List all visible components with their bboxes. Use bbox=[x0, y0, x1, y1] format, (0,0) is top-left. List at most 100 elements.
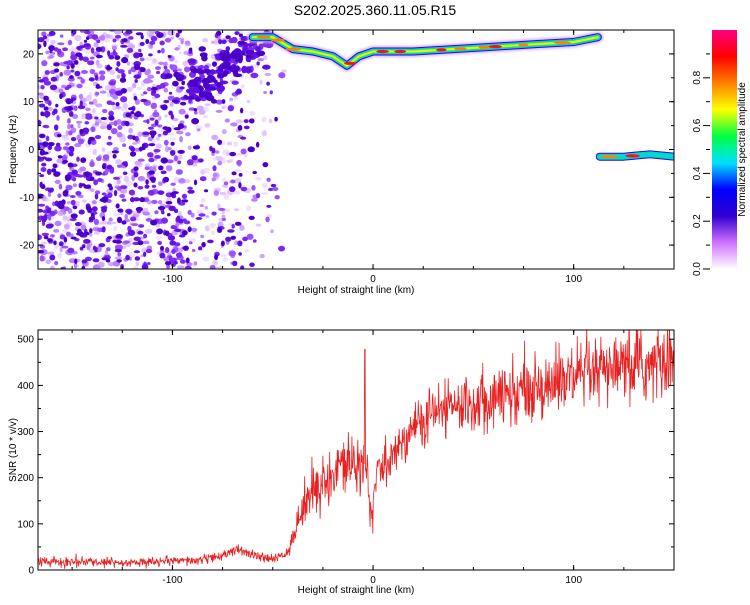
noise-blob bbox=[231, 171, 237, 176]
noise-blob bbox=[144, 57, 153, 61]
noise-blob bbox=[168, 255, 173, 263]
noise-blob bbox=[132, 82, 137, 89]
noise-blob bbox=[49, 54, 54, 59]
noise-blob bbox=[111, 150, 120, 154]
noise-blob bbox=[175, 169, 183, 175]
noise-blob bbox=[116, 216, 123, 224]
noise-blob bbox=[140, 34, 144, 40]
noise-blob bbox=[68, 130, 73, 136]
noise-blob bbox=[64, 174, 72, 181]
noise-blob bbox=[178, 219, 184, 224]
noise-blob bbox=[246, 99, 251, 104]
noise-blob bbox=[229, 151, 236, 157]
noise-blob bbox=[49, 210, 56, 217]
noise-blob bbox=[246, 233, 254, 240]
noise-blob bbox=[163, 256, 169, 262]
noise-blob bbox=[48, 45, 55, 51]
noise-blob bbox=[74, 70, 81, 77]
noise-blob bbox=[100, 46, 106, 53]
noise-blob bbox=[47, 238, 53, 243]
noise-blob bbox=[38, 144, 41, 150]
noise-blob bbox=[128, 189, 136, 196]
ridge-lower-ridge bbox=[594, 148, 674, 163]
noise-blob bbox=[140, 93, 144, 97]
noise-blob bbox=[249, 110, 256, 116]
noise-blob bbox=[63, 69, 72, 76]
noise-blob bbox=[226, 141, 233, 146]
noise-blob bbox=[170, 141, 175, 146]
noise-blob bbox=[133, 166, 139, 172]
noise-blob bbox=[229, 97, 234, 102]
noise-blob bbox=[167, 147, 172, 151]
noise-blob bbox=[53, 68, 60, 73]
noise-blob bbox=[196, 128, 201, 132]
noise-blob bbox=[89, 176, 95, 181]
noise-blob bbox=[150, 177, 156, 183]
noise-blob bbox=[95, 83, 100, 90]
noise-blob bbox=[245, 49, 255, 55]
noise-blob bbox=[134, 79, 138, 84]
noise-blob bbox=[235, 152, 244, 157]
noise-blob bbox=[233, 51, 240, 57]
noise-blob bbox=[133, 95, 138, 101]
noise-blob bbox=[168, 91, 173, 95]
noise-blob bbox=[38, 139, 42, 143]
noise-blob bbox=[170, 182, 176, 186]
y-tick-label: -10 bbox=[20, 193, 35, 204]
noise-blob bbox=[195, 217, 203, 220]
noise-blob bbox=[152, 58, 157, 64]
noise-blob bbox=[144, 184, 150, 189]
noise-blob bbox=[204, 123, 211, 128]
noise-blob bbox=[160, 104, 168, 111]
noise-blob bbox=[97, 178, 103, 183]
noise-blob bbox=[167, 235, 176, 241]
noise-blob bbox=[212, 165, 217, 172]
noise-blob bbox=[92, 98, 98, 105]
noise-blob bbox=[109, 69, 116, 75]
noise-blob bbox=[256, 50, 266, 57]
noise-blob bbox=[91, 206, 98, 212]
noise-blob bbox=[106, 164, 113, 170]
noise-blob bbox=[84, 121, 90, 125]
noise-blob bbox=[165, 73, 173, 79]
noise-blob bbox=[211, 177, 217, 182]
noise-blob bbox=[70, 199, 76, 206]
noise-blob bbox=[59, 72, 64, 77]
noise-blob bbox=[112, 154, 117, 159]
noise-blob bbox=[106, 141, 113, 146]
noise-blob bbox=[95, 54, 103, 59]
noise-blob bbox=[203, 189, 209, 193]
noise-blob bbox=[191, 163, 198, 167]
noise-blob bbox=[94, 74, 99, 81]
noise-blob bbox=[62, 215, 68, 222]
noise-blob bbox=[221, 129, 227, 135]
noise-blob bbox=[213, 79, 218, 84]
noise-blob bbox=[178, 201, 186, 206]
noise-blob bbox=[112, 176, 121, 180]
noise-blob bbox=[38, 234, 42, 241]
noise-blob bbox=[218, 39, 223, 45]
noise-blob bbox=[114, 239, 123, 244]
noise-blob bbox=[184, 40, 191, 45]
noise-blob bbox=[147, 262, 151, 265]
noise-blob bbox=[147, 152, 154, 158]
y-tick-label: 100 bbox=[17, 519, 34, 530]
noise-blob bbox=[221, 99, 226, 104]
snr-series-line bbox=[38, 330, 674, 569]
noise-blob bbox=[274, 194, 280, 200]
noise-blob bbox=[188, 79, 196, 88]
noise-blob bbox=[216, 156, 224, 162]
ridge-hotspot bbox=[478, 45, 491, 49]
noise-blob bbox=[166, 264, 170, 269]
noise-blob bbox=[76, 156, 80, 162]
noise-blob bbox=[72, 205, 78, 210]
noise-blob bbox=[146, 86, 152, 92]
noise-blob bbox=[164, 230, 170, 236]
noise-blob bbox=[269, 90, 273, 95]
noise-blob bbox=[89, 161, 95, 168]
colorbar-tick-label: 0.0 bbox=[692, 262, 703, 276]
noise-blob bbox=[183, 245, 189, 251]
noise-blob bbox=[131, 223, 139, 227]
noise-blob bbox=[145, 228, 153, 234]
noise-blob bbox=[225, 35, 231, 40]
